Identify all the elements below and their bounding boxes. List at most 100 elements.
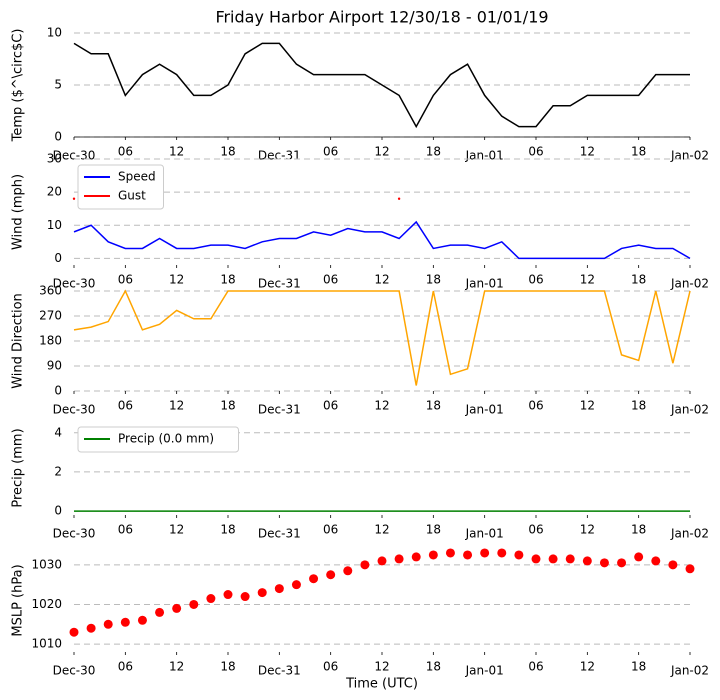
x-tick-label: 06: [528, 660, 543, 674]
series-line: [73, 42, 690, 129]
x-tick-label: 12: [169, 145, 184, 159]
data-point: [360, 560, 370, 570]
x-tick-label: Dec-30: [53, 277, 96, 291]
x-tick-label: 06: [528, 145, 543, 159]
y-tick-label: 30: [47, 152, 62, 166]
x-tick-label: Jan-01: [465, 277, 504, 291]
x-tick-label: 06: [118, 145, 133, 159]
x-tick-label: Jan-01: [465, 664, 504, 678]
x-tick-label: 18: [220, 523, 235, 537]
data-point: [120, 617, 130, 627]
y-tick-label: 2: [54, 464, 62, 478]
x-tick-label: 18: [220, 273, 235, 287]
data-point: [514, 550, 524, 560]
data-point: [617, 558, 627, 568]
data-point: [685, 564, 695, 574]
x-tick-label: Dec-31: [258, 149, 301, 163]
x-tick-label: 12: [580, 523, 595, 537]
data-point: [274, 584, 284, 594]
y-axis-label: Temp ($^\circ$C): [11, 29, 26, 143]
data-point: [291, 580, 301, 590]
data-point: [565, 554, 575, 564]
data-point: [668, 560, 678, 570]
x-tick-label: 18: [631, 660, 646, 674]
data-point: [445, 548, 455, 558]
x-tick-label: Jan-01: [465, 149, 504, 163]
data-point: [480, 548, 490, 558]
x-tick-label: 18: [631, 399, 646, 413]
y-tick-label: 90: [47, 359, 62, 373]
x-tick-label: 18: [426, 523, 441, 537]
x-tick-label: Dec-30: [53, 403, 96, 417]
x-tick-label: 12: [169, 660, 184, 674]
data-point: [531, 554, 541, 564]
data-point: [463, 550, 473, 560]
data-point: [257, 588, 267, 598]
data-point: [548, 554, 558, 564]
x-tick-label: 06: [528, 523, 543, 537]
data-point: [189, 599, 199, 609]
x-tick-label: 06: [323, 145, 338, 159]
x-tick-label: 12: [580, 273, 595, 287]
y-tick-label: 1010: [31, 637, 62, 651]
x-tick-label: 06: [118, 660, 133, 674]
data-point: [428, 550, 438, 560]
y-tick-label: 5: [54, 78, 62, 92]
y-tick-label: 0: [54, 384, 62, 398]
x-tick-label: 12: [374, 145, 389, 159]
x-tick-label: Jan-01: [465, 403, 504, 417]
data-point: [309, 574, 319, 584]
x-tick-label: 12: [580, 399, 595, 413]
y-tick-label: 0: [54, 504, 62, 518]
chart-title: Friday Harbor Airport 12/30/18 - 01/01/1…: [215, 8, 548, 27]
data-point: [72, 197, 76, 200]
x-tick-label: Jan-02: [670, 527, 709, 541]
x-axis-label: Time (UTC): [345, 677, 418, 692]
x-tick-label: 06: [528, 273, 543, 287]
data-point: [343, 566, 353, 576]
series-line: [73, 220, 691, 260]
data-point: [240, 592, 250, 602]
x-tick-label: Dec-31: [258, 403, 301, 417]
data-point: [377, 556, 387, 566]
data-point: [582, 556, 592, 566]
x-tick-label: 18: [631, 523, 646, 537]
data-point: [411, 552, 421, 562]
y-tick-label: 4: [54, 425, 62, 439]
x-tick-label: 06: [323, 399, 338, 413]
x-tick-label: 12: [169, 399, 184, 413]
y-tick-label: 270: [39, 309, 62, 323]
y-axis-label: MSLP (hPa): [11, 564, 26, 636]
legend-box: [77, 426, 239, 453]
data-point: [634, 552, 644, 562]
x-tick-label: Dec-30: [53, 527, 96, 541]
x-tick-label: 18: [631, 145, 646, 159]
data-point: [651, 556, 661, 566]
data-point: [223, 590, 233, 600]
data-point: [172, 603, 182, 613]
data-point: [326, 570, 336, 580]
x-tick-label: 12: [580, 145, 595, 159]
data-point: [69, 627, 79, 637]
x-tick-label: 18: [426, 660, 441, 674]
series-line: [73, 289, 691, 386]
x-tick-label: 12: [169, 523, 184, 537]
x-tick-label: 06: [528, 399, 543, 413]
legend-label: Speed: [118, 170, 156, 184]
legend: Precip (0.0 mm): [77, 426, 239, 453]
y-tick-label: 10: [47, 26, 62, 40]
y-tick-label: 180: [39, 334, 62, 348]
x-tick-label: 06: [118, 523, 133, 537]
x-tick-label: 06: [118, 399, 133, 413]
y-tick-label: 1020: [31, 597, 62, 611]
y-axis-label: Wind Direction: [11, 293, 26, 389]
x-tick-label: Jan-02: [670, 664, 709, 678]
x-tick-label: 18: [220, 399, 235, 413]
x-tick-label: 06: [118, 273, 133, 287]
x-tick-label: Dec-30: [53, 664, 96, 678]
x-tick-label: 12: [580, 660, 595, 674]
x-tick-label: 06: [323, 660, 338, 674]
x-tick-label: 18: [426, 145, 441, 159]
x-tick-label: 12: [374, 660, 389, 674]
